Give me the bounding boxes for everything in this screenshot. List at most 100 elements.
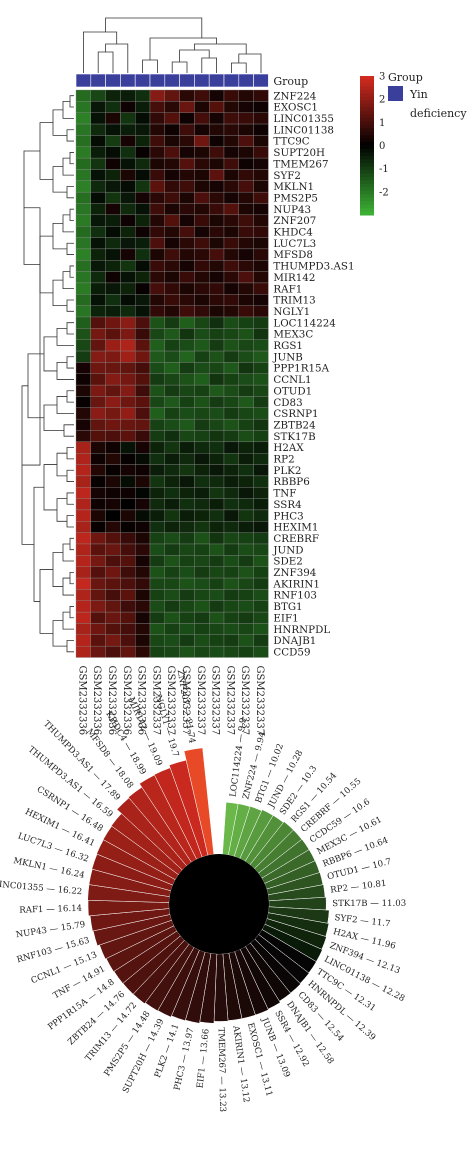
heatmap-cell [105,237,121,250]
heatmap-cell [194,180,210,193]
heatmap-cell [135,577,151,590]
row-label: NGLY1 [273,306,310,318]
heatmap-cell [253,226,269,238]
colorbar-segment [360,145,374,150]
dendrogram-link [62,611,74,630]
dendrogram-link [62,100,74,119]
heatmap-cell [75,453,91,465]
heatmap-cell [253,271,269,284]
heatmap-cell [75,294,91,306]
heatmap-cell [149,135,165,147]
row-dendrogram [21,95,74,653]
heatmap-cell [194,577,210,590]
heatmap-cell [120,487,136,499]
heatmap-cell [179,294,195,306]
row-label: THUMPD3.AS1 [273,261,354,273]
heatmap-cell [164,475,180,488]
heatmap-cell [105,316,121,329]
heatmap-cell [238,611,254,624]
dendrogram-link [52,279,67,307]
heatmap-cell [135,339,151,352]
heatmap-cell [75,146,91,159]
dendrogram-link [43,464,57,511]
heatmap-cell [105,521,121,533]
heatmap-cell [75,214,91,227]
heatmap-cell [253,623,269,635]
colorbar-segment [360,183,374,188]
heatmap-cell [238,543,254,556]
radial-bar-label: EIF1 — 13.66 [196,1028,212,1088]
heatmap-cell [179,135,195,147]
row-label: LINC01355 [273,113,334,125]
heatmap-cell [238,521,254,533]
row-label: ZNF207 [273,215,316,227]
heatmap-cell [179,316,195,329]
row-label: ZNF394 [273,567,316,579]
row-label: SDE2 [273,556,302,568]
colorbar-segment [360,148,374,153]
legend-group-entry-line-1: Yin [409,88,428,101]
heatmap-cell [238,475,254,488]
heatmap-cell [238,396,254,408]
heatmap-cell [135,532,151,545]
heatmap-cell [164,566,180,579]
heatmap-cell [164,282,180,295]
heatmap-cell [238,89,254,102]
heatmap-cell [120,214,136,227]
radial-bar-label: LINC01355 — 16.22 [0,879,83,897]
heatmap-cell [164,169,180,181]
heatmap-cell [105,464,121,477]
radial-bar-label: RAF1 — 16.14 [19,904,83,916]
heatmap-cell [179,430,195,443]
heatmap-cell [179,248,195,261]
heatmap-cell [194,294,210,306]
heatmap-cell [164,430,180,443]
heatmap-cell [223,532,239,545]
group-bar-cell [164,73,180,88]
heatmap-cell [120,282,136,295]
heatmap-cell [75,611,91,624]
heatmap-cell [194,543,210,556]
heatmap-cell [253,384,269,397]
heatmap-cell [75,623,91,635]
heatmap-cell [253,112,269,125]
heatmap-cell [253,339,269,352]
heatmap-cell [238,532,254,545]
heatmap-cell [120,260,136,272]
heatmap-cell [238,191,254,204]
heatmap-cell [135,384,151,397]
heatmap-cell [253,577,269,590]
heatmap-cell [209,123,225,136]
heatmap-cell [209,214,225,227]
heatmap-cell [209,282,225,295]
heatmap-cell [105,532,121,545]
heatmap-cell [120,305,136,318]
heatmap-cell [90,362,106,374]
heatmap-cell [120,328,136,340]
radial-bar-label: NUP43 — 15.79 [15,920,86,940]
row-label: RNF103 [273,590,317,602]
heatmap-cell [194,611,210,624]
column-label: GSM2332336 [76,666,87,736]
heatmap-cell [238,339,254,352]
heatmap-cell [105,180,121,193]
heatmap-cell [209,248,225,261]
heatmap-cell [194,237,210,250]
heatmap-cell [179,418,195,431]
heatmap-cell [75,101,91,113]
heatmap-cell [223,248,239,261]
heatmap-cell [149,214,165,227]
heatmap-cell [149,237,165,250]
heatmap-cell [75,305,91,318]
heatmap-cell [253,418,269,431]
heatmap-cell [75,600,91,613]
heatmap-cell [90,498,106,511]
group-bar-cell [223,73,240,88]
heatmap-cell [164,362,180,374]
heatmap-cell [223,634,239,647]
dendrogram-link [66,129,74,142]
heatmap-cell [149,645,165,658]
dendrogram-link [27,353,44,419]
heatmap-cell [149,577,165,590]
column-dendrogram [83,17,262,73]
